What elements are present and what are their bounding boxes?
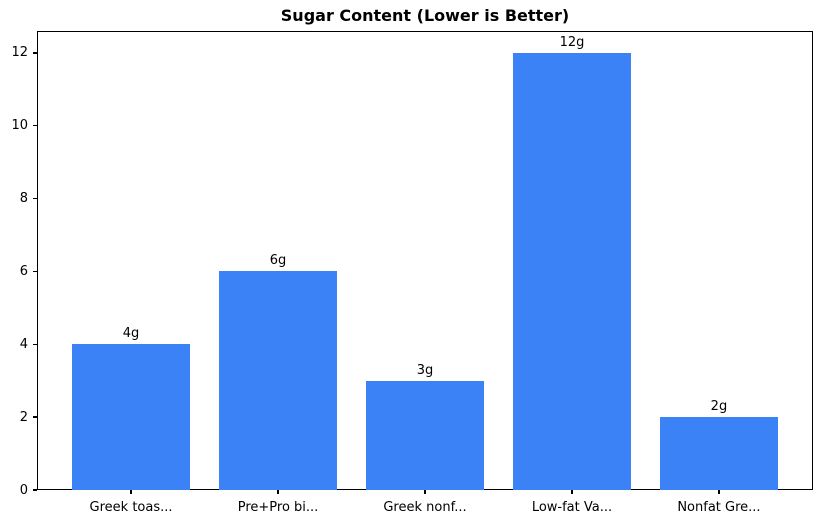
bar-value-label: 12g xyxy=(559,34,585,50)
x-tick-label: Greek nonf... xyxy=(383,500,467,515)
x-tick-label: Pre+Pro bi... xyxy=(237,500,319,515)
bar-value-label: 3g xyxy=(416,362,434,378)
bar-value-label: 6g xyxy=(269,253,287,269)
bar-4 xyxy=(513,52,631,490)
bar-5 xyxy=(660,417,778,490)
y-tick-label: 8 xyxy=(19,191,28,207)
y-tick-mark xyxy=(33,343,37,346)
x-tick-label: Nonfat Gre... xyxy=(677,500,761,515)
y-tick-label: 4 xyxy=(19,336,28,352)
y-tick-mark xyxy=(33,416,37,418)
y-tick-mark xyxy=(33,52,37,54)
x-tick-mark xyxy=(571,490,573,494)
chart-title: Sugar Content (Lower is Better) xyxy=(280,6,570,25)
bar-1 xyxy=(72,344,190,490)
y-tick-mark xyxy=(33,124,37,127)
y-tick-mark xyxy=(33,270,37,273)
y-tick-mark xyxy=(33,197,37,200)
x-tick-mark xyxy=(424,490,426,494)
y-tick-mark xyxy=(33,489,37,491)
x-tick-label: Low-fat Va... xyxy=(531,500,613,515)
bar-value-label: 4g xyxy=(122,326,140,342)
x-tick-mark xyxy=(130,490,132,494)
x-tick-mark xyxy=(277,490,279,494)
bar-2 xyxy=(219,271,337,490)
x-tick-mark xyxy=(718,490,720,494)
y-tick-label: 10 xyxy=(11,118,28,134)
x-tick-label: Greek toas... xyxy=(89,500,173,515)
y-tick-label: 12 xyxy=(11,45,28,61)
y-tick-label: 6 xyxy=(19,263,28,279)
bar-value-label: 2g xyxy=(710,399,728,415)
y-tick-label: 0 xyxy=(19,482,28,498)
bar-3 xyxy=(366,380,484,490)
y-tick-label: 2 xyxy=(19,409,28,425)
